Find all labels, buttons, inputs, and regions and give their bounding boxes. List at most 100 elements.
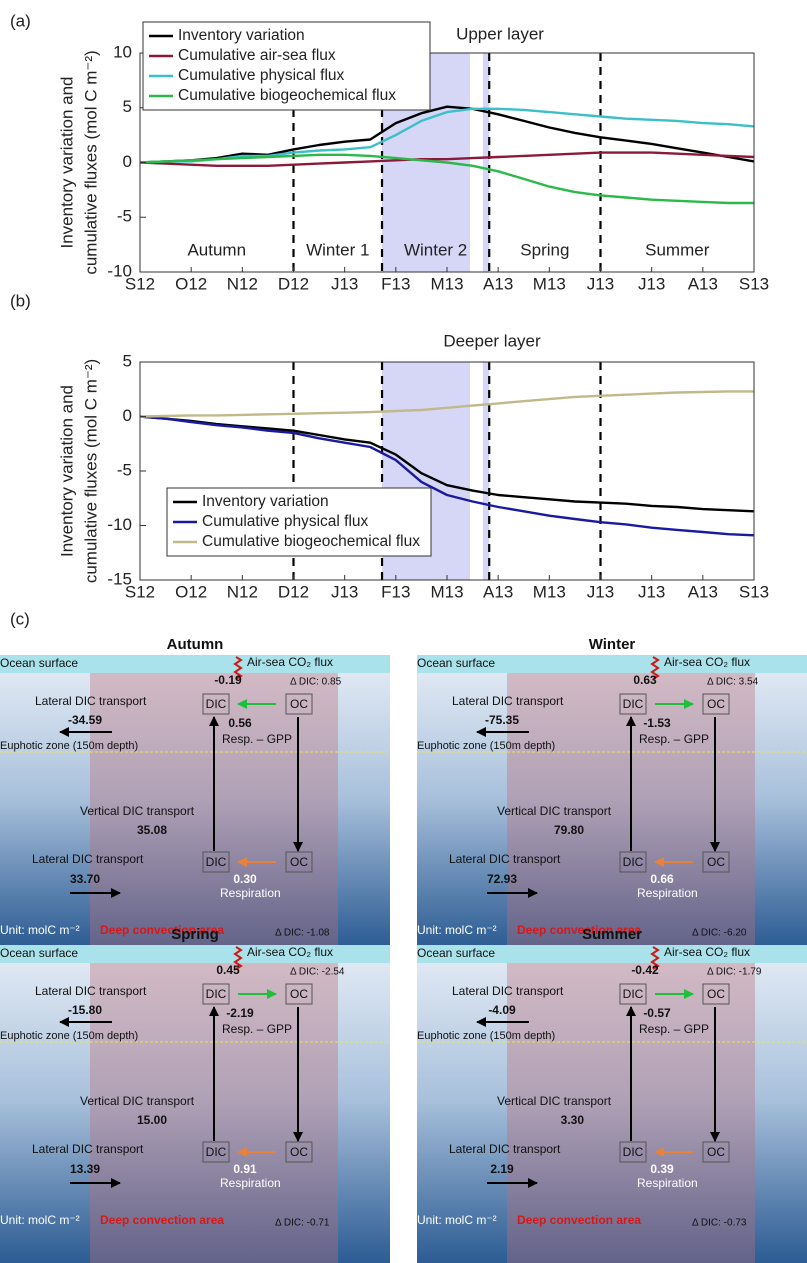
y-axis-label: Inventory variation and [57, 77, 76, 249]
chart-title: Upper layer [456, 24, 544, 43]
legend-box [142, 21, 431, 111]
air-sea-squiggle [650, 946, 660, 970]
respiration-value: 0.39 [650, 1162, 674, 1176]
lateral-bottom-value: 33.70 [70, 872, 100, 886]
surface-label: Ocean surface [0, 656, 78, 670]
x-tick-label: S12 [125, 582, 155, 601]
respiration-label: Respiration [637, 886, 698, 900]
x-tick-label: S13 [739, 274, 769, 293]
pool-box [285, 693, 313, 715]
respiration-value: 0.66 [650, 872, 674, 886]
panel-title: Winter [589, 636, 636, 653]
air-sea-label: Air-sea CO₂ flux [247, 945, 333, 959]
pool-box [202, 983, 230, 1005]
x-tick-label: M13 [533, 582, 566, 601]
pool-box [285, 983, 313, 1005]
lateral-label: Lateral DIC transport [449, 852, 561, 866]
y-tick-label: -10 [107, 261, 132, 280]
deep-convection-label: Deep convection area [100, 923, 224, 937]
respiration-label: Respiration [220, 886, 281, 900]
y-tick-label: 0 [123, 152, 132, 171]
delta-dic-top: Δ DIC: 3.54 [707, 677, 759, 688]
series-line [139, 107, 755, 164]
unit-label: Unit: molC m⁻² [0, 1213, 80, 1227]
x-tick-label: J13 [638, 274, 665, 293]
x-tick-label: A13 [483, 274, 513, 293]
legend-label: Cumulative physical flux [178, 67, 345, 84]
pool-box [285, 851, 313, 873]
vertical-value: 35.08 [137, 823, 167, 837]
vertical-value: 3.30 [561, 1113, 585, 1127]
air-sea-label: Air-sea CO₂ flux [247, 655, 333, 669]
pool-label: OC [290, 987, 308, 1001]
pool-box [285, 1141, 313, 1163]
air-sea-squiggle [233, 656, 243, 680]
panel-label: (a) [10, 11, 31, 30]
series-line [139, 153, 754, 205]
lateral-top-value: -75.35 [485, 713, 519, 727]
ocean-surface-band [417, 655, 807, 673]
x-tick-label: J13 [638, 582, 665, 601]
x-tick-label: J13 [587, 582, 614, 601]
pool-label: DIC [206, 855, 227, 869]
y-tick-label: -10 [107, 515, 132, 534]
ocean-surface-band [0, 655, 390, 673]
air-sea-squiggle [233, 946, 243, 970]
y-axis-label: cumulative fluxes (mol C m⁻²) [81, 359, 100, 583]
vertical-label: Vertical DIC transport [80, 804, 195, 818]
ocean-body [417, 963, 807, 1263]
euphotic-label: Euphotic zone (150m depth) [0, 740, 138, 752]
resp-gpp-label: Resp. – GPP [222, 1022, 292, 1036]
unit-label: Unit: molC m⁻² [0, 923, 80, 937]
ocean-surface-band [0, 945, 390, 963]
surface-label: Ocean surface [0, 946, 78, 960]
resp-gpp-value: -0.57 [643, 1006, 671, 1020]
lateral-label: Lateral DIC transport [32, 1142, 144, 1156]
shaded-period [482, 53, 490, 272]
lateral-bottom-value: 72.93 [487, 872, 517, 886]
ocean-body [0, 963, 390, 1263]
x-tick-label: A13 [483, 582, 513, 601]
delta-dic-bottom: Δ DIC: -0.73 [692, 1218, 747, 1229]
period-label: Autumn [187, 240, 246, 259]
y-axis-label: cumulative fluxes (mol C m⁻²) [81, 50, 100, 274]
resp-gpp-label: Resp. – GPP [222, 732, 292, 746]
air-sea-value: -0.42 [631, 963, 659, 977]
y-tick-label: 10 [113, 42, 132, 61]
legend-label: Cumulative air-sea flux [178, 47, 336, 64]
resp-gpp-value: -2.19 [226, 1006, 254, 1020]
respiration-label: Respiration [637, 1176, 698, 1190]
lateral-bottom-value: 13.39 [70, 1162, 100, 1176]
pool-label: DIC [206, 1145, 227, 1159]
lateral-label: Lateral DIC transport [32, 852, 144, 866]
period-label: Winter 2 [404, 240, 467, 259]
x-tick-label: N12 [227, 582, 258, 601]
legend-label: Inventory variation [178, 27, 305, 44]
y-tick-label: -5 [117, 207, 132, 226]
panel-label: (c) [10, 609, 30, 628]
resp-gpp-value: 0.56 [228, 716, 252, 730]
series-line [139, 151, 755, 167]
series-line [139, 415, 755, 537]
x-tick-label: D12 [278, 274, 309, 293]
respiration-value: 0.91 [233, 1162, 257, 1176]
lateral-bottom-value: 2.19 [490, 1162, 514, 1176]
ocean-body [0, 673, 390, 947]
y-tick-label: 0 [123, 406, 132, 425]
panel-title: Spring [171, 926, 219, 943]
x-tick-label: A13 [688, 582, 718, 601]
air-sea-value: -0.19 [214, 673, 242, 687]
pool-box [202, 693, 230, 715]
vertical-label: Vertical DIC transport [80, 1094, 195, 1108]
x-tick-label: N12 [227, 274, 258, 293]
pool-label: OC [707, 697, 725, 711]
air-sea-label: Air-sea CO₂ flux [664, 945, 750, 959]
period-label: Winter 1 [306, 240, 369, 259]
x-tick-label: J13 [331, 274, 358, 293]
series-line [139, 105, 755, 164]
legend-label: Inventory variation [202, 493, 329, 510]
air-sea-label: Air-sea CO₂ flux [664, 655, 750, 669]
x-tick-label: O12 [175, 582, 207, 601]
delta-dic-bottom: Δ DIC: -1.08 [275, 928, 330, 939]
